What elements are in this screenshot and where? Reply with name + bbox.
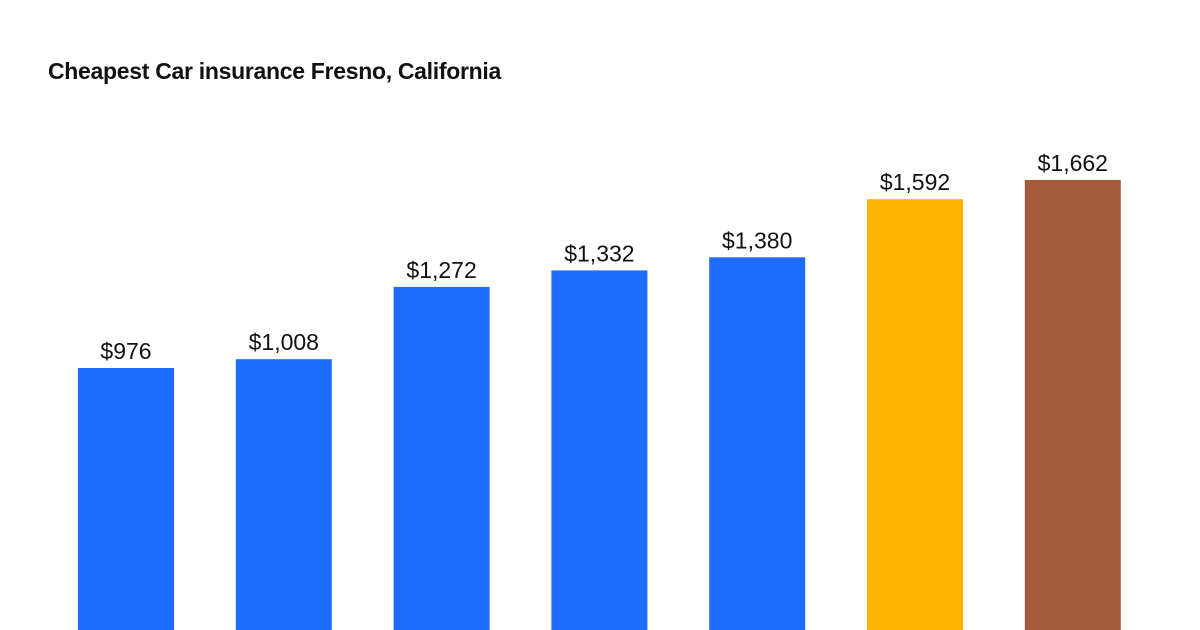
bar-1 bbox=[78, 368, 174, 630]
bar-value-label-2: $1,008 bbox=[249, 329, 319, 355]
bar-value-label-1: $976 bbox=[100, 338, 151, 364]
bars-group bbox=[78, 180, 1121, 630]
value-labels-group: $976 $1,008 $1,272 $1,332 $1,380 $1,592 $1,662 bbox=[100, 150, 1108, 364]
bar-2 bbox=[235, 359, 332, 630]
bar-value-label-5: $1,380 bbox=[722, 227, 792, 253]
chart-title: Cheapest Car insurance Fresno, Californi… bbox=[48, 58, 501, 84]
bar-5 bbox=[709, 257, 806, 630]
bar-value-label-3: $1,272 bbox=[406, 257, 476, 283]
bar-6 bbox=[867, 199, 963, 630]
bar-3 bbox=[393, 286, 490, 630]
bar-value-label-6: $1,592 bbox=[880, 169, 950, 195]
bar-value-label-7: $1,662 bbox=[1038, 150, 1108, 176]
bar-7 bbox=[1024, 180, 1121, 630]
bar-value-label-4: $1,332 bbox=[564, 240, 634, 266]
bar-4 bbox=[551, 270, 648, 630]
